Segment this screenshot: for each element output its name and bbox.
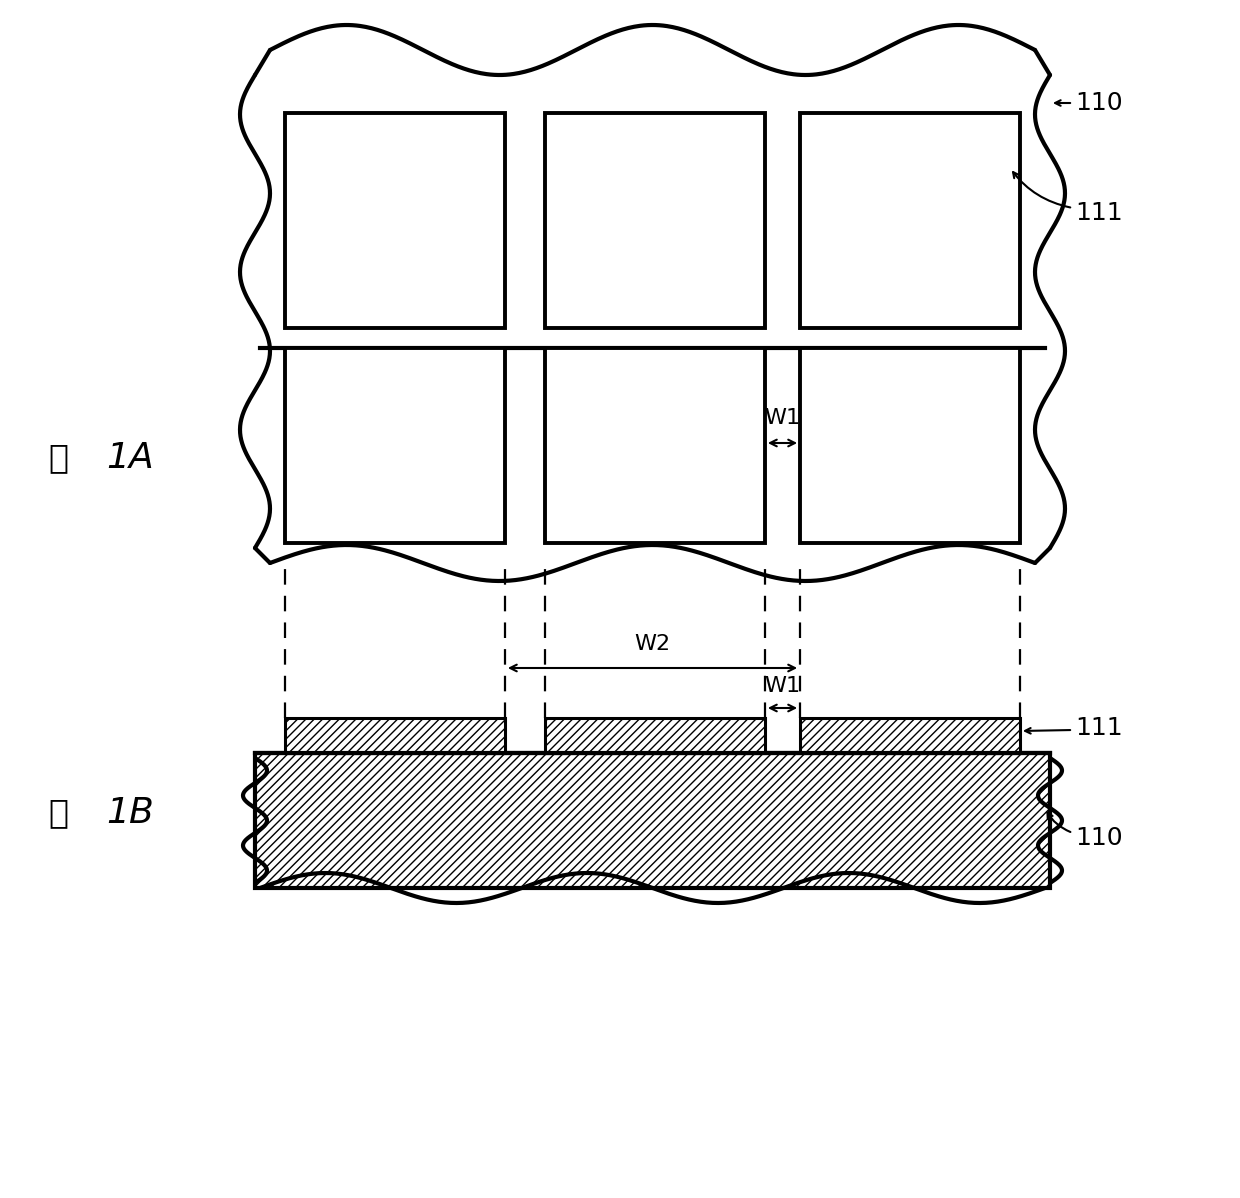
- Text: 111: 111: [1075, 201, 1122, 225]
- Text: 110: 110: [1075, 825, 1122, 851]
- Text: W2: W2: [635, 634, 671, 654]
- Text: 111: 111: [1075, 716, 1122, 740]
- Bar: [255, 754, 1050, 888]
- Text: W1: W1: [764, 409, 801, 428]
- Text: 1B: 1B: [107, 795, 154, 830]
- Bar: [800, 718, 1021, 754]
- Bar: [800, 718, 1021, 754]
- Text: 图: 图: [48, 797, 68, 829]
- Text: 1A: 1A: [107, 441, 154, 474]
- Bar: [546, 113, 765, 328]
- Bar: [800, 347, 1021, 543]
- Bar: [285, 113, 505, 328]
- Bar: [285, 347, 505, 543]
- Text: 图: 图: [48, 442, 68, 474]
- Bar: [546, 718, 765, 754]
- Bar: [546, 347, 765, 543]
- Bar: [800, 113, 1021, 328]
- Bar: [546, 718, 765, 754]
- Bar: [285, 718, 505, 754]
- Bar: [255, 754, 1050, 888]
- Text: W1: W1: [764, 676, 801, 696]
- Text: 110: 110: [1075, 91, 1122, 115]
- Bar: [285, 718, 505, 754]
